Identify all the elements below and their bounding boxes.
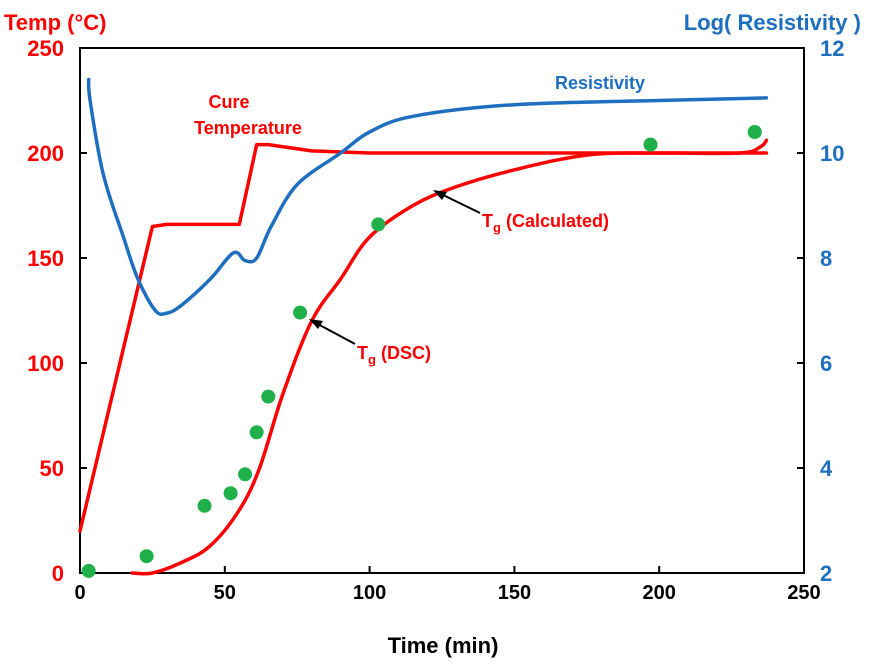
- y-left-tick-label: 250: [27, 36, 64, 61]
- dsc-point: [197, 498, 212, 513]
- tg-dsc-rest: (DSC): [376, 343, 431, 363]
- tg-dsc-T: T: [357, 343, 368, 363]
- y-right-tick-label: 10: [820, 141, 844, 166]
- y-right-tick-label: 4: [820, 456, 833, 481]
- x-tick-label: 100: [353, 582, 386, 604]
- series-line-tg-calculated: [130, 138, 769, 576]
- annotation-tg-dsc: Tg (DSC): [357, 343, 431, 367]
- y-left-tick-label: 100: [27, 351, 64, 376]
- annotation-cure-line1: Cure: [208, 92, 249, 112]
- dsc-point: [747, 125, 762, 139]
- y-left-tick-label: 0: [52, 561, 64, 586]
- tg-dsc-g: g: [368, 352, 376, 367]
- arrowhead-tg-calculated: [433, 190, 447, 200]
- arrow-tg-dsc: [313, 321, 356, 345]
- tg-calc-T: T: [482, 211, 493, 231]
- dsc-markers: [81, 125, 762, 578]
- y-right-tick-label: 12: [820, 36, 844, 61]
- y-right-axis-title: Log( Resistivity ): [684, 10, 861, 35]
- y-left-tick-label: 50: [40, 456, 64, 481]
- x-tick-label: 200: [643, 582, 676, 604]
- annotation-resistivity: Resistivity: [555, 73, 645, 93]
- annotation-cure-line2: Temperature: [194, 118, 302, 138]
- y-right-tick-label: 6: [820, 351, 832, 376]
- tg-calc-g: g: [493, 220, 501, 235]
- dsc-point: [81, 563, 96, 578]
- y-left-tick-label: 150: [27, 246, 64, 271]
- annotation-tg-calculated: Tg (Calculated): [482, 211, 609, 235]
- y-right-title-main: Resistivity: [731, 10, 848, 35]
- series-group: [78, 77, 769, 576]
- dsc-point: [223, 486, 238, 501]
- y-right-tick-label: 8: [820, 246, 832, 271]
- x-tick-label: 150: [498, 582, 531, 604]
- dsc-point: [293, 305, 308, 320]
- x-axis-title: Time (min): [388, 633, 499, 658]
- plot-frame: [79, 47, 805, 574]
- dsc-point: [643, 137, 658, 152]
- series-line-cure-temperature: [78, 142, 769, 533]
- dsc-point: [139, 549, 154, 564]
- dsc-point: [249, 425, 264, 440]
- y-right-title-suffix: ): [848, 10, 861, 35]
- dsc-point: [261, 389, 276, 404]
- x-tick-label: 0: [74, 582, 85, 604]
- arrowhead-tg-dsc: [309, 319, 323, 329]
- y-right-title-prefix: Log(: [684, 10, 732, 35]
- y-left-tick-label: 200: [27, 141, 64, 166]
- y-left-axis-title: Temp (°C): [4, 10, 107, 35]
- tg-calc-rest: (Calculated): [501, 211, 609, 231]
- x-tick-label: 250: [787, 582, 820, 604]
- y-right-tick-label: 2: [820, 561, 832, 586]
- dsc-point: [238, 467, 253, 482]
- x-tick-label: 50: [214, 582, 236, 604]
- dsc-point: [371, 217, 386, 232]
- series-line-resistivity: [86, 77, 769, 317]
